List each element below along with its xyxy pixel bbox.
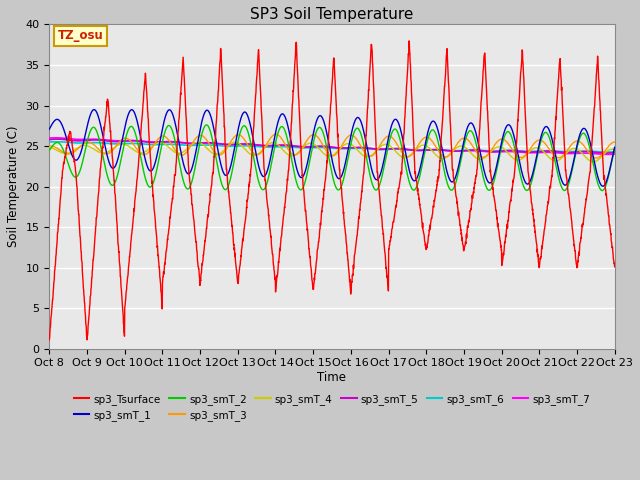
Y-axis label: Soil Temperature (C): Soil Temperature (C) (7, 126, 20, 247)
sp3_smT_4 (561, 152, 569, 157)
sp3_smT_3 (611, 139, 618, 145)
sp3_smT_4 (577, 149, 584, 155)
sp3_smT_3 (349, 132, 356, 138)
sp3_smT_2 (203, 122, 211, 128)
sp3_smT_2 (45, 147, 53, 153)
sp3_smT_3 (497, 136, 504, 142)
sp3_smT_2 (561, 188, 569, 193)
sp3_smT_4 (232, 139, 239, 145)
sp3_smT_5 (497, 148, 504, 154)
sp3_smT_2 (598, 188, 606, 193)
Line: sp3_smT_1: sp3_smT_1 (49, 109, 614, 186)
sp3_smT_3 (272, 132, 280, 137)
Line: sp3_Tsurface: sp3_Tsurface (49, 41, 614, 340)
sp3_smT_4 (497, 144, 504, 150)
sp3_Tsurface (497, 244, 504, 250)
sp3_smT_1 (90, 107, 98, 112)
Title: SP3 Soil Temperature: SP3 Soil Temperature (250, 7, 413, 22)
sp3_smT_5 (577, 149, 584, 155)
sp3_smT_4 (203, 145, 211, 151)
Line: sp3_smT_7: sp3_smT_7 (49, 138, 614, 155)
sp3_smT_3 (561, 151, 569, 156)
sp3_smT_7 (45, 135, 53, 141)
sp3_smT_1 (349, 126, 356, 132)
sp3_smT_5 (611, 150, 618, 156)
sp3_smT_1 (577, 130, 584, 135)
sp3_smT_1 (561, 182, 569, 188)
sp3_smT_1 (611, 144, 618, 150)
sp3_smT_7 (349, 145, 356, 151)
sp3_smT_1 (599, 183, 607, 189)
sp3_smT_2 (611, 146, 618, 152)
sp3_smT_5 (361, 145, 369, 151)
sp3_smT_3 (203, 138, 211, 144)
sp3_smT_7 (603, 152, 611, 157)
Line: sp3_smT_2: sp3_smT_2 (49, 125, 614, 191)
sp3_smT_6 (45, 139, 53, 145)
Legend: sp3_Tsurface, sp3_smT_1, sp3_smT_2, sp3_smT_3, sp3_smT_4, sp3_smT_5, sp3_smT_6, : sp3_Tsurface, sp3_smT_1, sp3_smT_2, sp3_… (70, 389, 595, 425)
sp3_smT_5 (561, 150, 569, 156)
Line: sp3_smT_3: sp3_smT_3 (49, 134, 614, 158)
sp3_smT_2 (204, 122, 211, 128)
sp3_smT_7 (561, 151, 569, 156)
sp3_smT_1 (497, 144, 504, 150)
sp3_smT_5 (349, 145, 356, 151)
sp3_smT_6 (497, 148, 504, 154)
sp3_smT_2 (349, 134, 356, 140)
sp3_smT_3 (593, 155, 600, 161)
X-axis label: Time: Time (317, 371, 346, 384)
sp3_Tsurface (405, 38, 413, 44)
sp3_smT_2 (361, 147, 369, 153)
sp3_smT_3 (45, 143, 53, 149)
sp3_smT_7 (611, 151, 618, 157)
sp3_smT_1 (361, 133, 369, 139)
sp3_smT_6 (577, 148, 584, 154)
sp3_smT_5 (45, 137, 53, 143)
sp3_smT_6 (561, 149, 569, 155)
sp3_smT_1 (45, 126, 53, 132)
sp3_Tsurface (349, 272, 356, 277)
sp3_smT_2 (577, 133, 584, 139)
sp3_smT_7 (361, 145, 369, 151)
sp3_Tsurface (577, 235, 585, 240)
sp3_smT_6 (611, 149, 618, 155)
sp3_smT_2 (497, 149, 504, 155)
sp3_smT_7 (52, 135, 60, 141)
Line: sp3_smT_4: sp3_smT_4 (49, 142, 614, 162)
sp3_smT_4 (361, 154, 369, 159)
sp3_Tsurface (561, 156, 569, 162)
sp3_smT_7 (204, 140, 211, 146)
Line: sp3_smT_5: sp3_smT_5 (49, 139, 614, 153)
sp3_smT_4 (349, 143, 356, 148)
sp3_Tsurface (361, 153, 369, 159)
sp3_smT_5 (54, 136, 61, 142)
sp3_smT_6 (53, 139, 61, 144)
sp3_smT_7 (497, 149, 504, 155)
sp3_smT_3 (361, 150, 369, 156)
sp3_smT_6 (204, 142, 211, 148)
sp3_smT_4 (45, 144, 53, 150)
sp3_Tsurface (83, 337, 91, 343)
sp3_smT_6 (602, 149, 610, 155)
sp3_smT_6 (361, 145, 369, 151)
sp3_Tsurface (611, 264, 618, 270)
sp3_Tsurface (204, 217, 211, 223)
Text: TZ_osu: TZ_osu (58, 29, 104, 42)
sp3_smT_7 (577, 150, 584, 156)
sp3_smT_3 (577, 139, 584, 145)
sp3_smT_6 (349, 145, 356, 151)
sp3_smT_4 (611, 147, 618, 153)
sp3_Tsurface (45, 337, 53, 343)
sp3_smT_5 (204, 140, 211, 145)
sp3_smT_4 (589, 159, 597, 165)
Line: sp3_smT_6: sp3_smT_6 (49, 142, 614, 152)
sp3_smT_1 (204, 108, 211, 113)
sp3_smT_5 (602, 150, 610, 156)
